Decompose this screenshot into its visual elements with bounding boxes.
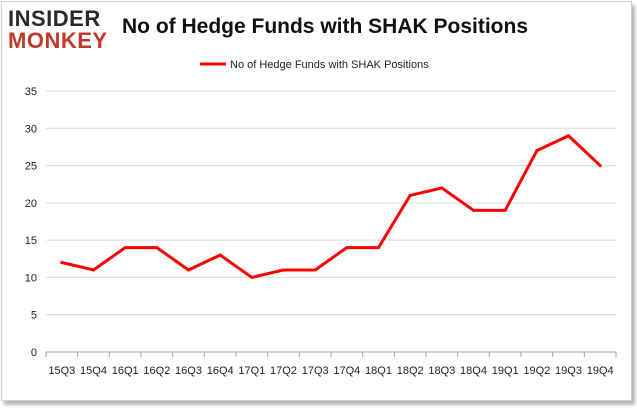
y-tick-label: 0 <box>31 347 37 359</box>
data-point <box>377 246 380 250</box>
y-tick-label: 20 <box>25 198 37 210</box>
data-point <box>345 246 349 250</box>
x-tick-label: 18Q3 <box>428 365 455 377</box>
data-point <box>313 268 317 272</box>
x-tick-label: 15Q4 <box>80 365 107 377</box>
y-tick-label: 35 <box>25 86 37 98</box>
data-point <box>282 268 285 272</box>
data-point <box>60 261 64 265</box>
data-point <box>598 164 602 168</box>
logo-word-monkey: MONKEY <box>8 28 108 53</box>
x-tick-label: 18Q1 <box>365 365 392 377</box>
data-point <box>472 208 475 212</box>
x-tick-label: 16Q1 <box>112 365 139 377</box>
x-tick-label: 16Q4 <box>207 365 234 377</box>
legend-label: No of Hedge Funds with SHAK Positions <box>230 59 429 71</box>
x-tick-label: 19Q4 <box>587 365 614 377</box>
x-tick-label: 17Q4 <box>333 365 360 377</box>
data-point <box>92 268 95 272</box>
x-tick-label: 18Q4 <box>460 365 487 377</box>
x-tick-label: 19Q2 <box>523 365 550 377</box>
y-tick-label: 5 <box>31 310 37 322</box>
y-tick-label: 10 <box>25 272 37 284</box>
x-tick-label: 19Q1 <box>492 365 519 377</box>
insider-monkey-logo: INSIDER MONKEY <box>6 6 114 54</box>
data-point <box>503 208 507 212</box>
data-point <box>440 186 444 190</box>
data-point <box>408 193 412 197</box>
logo-word-insider: INSIDER <box>8 6 101 31</box>
data-point <box>155 246 159 250</box>
x-tick-label: 17Q2 <box>270 365 297 377</box>
data-point <box>250 275 254 279</box>
x-tick-label: 18Q2 <box>397 365 424 377</box>
x-tick-label: 17Q3 <box>302 365 329 377</box>
x-tick-label: 19Q3 <box>555 365 582 377</box>
x-tick-label: 16Q3 <box>175 365 202 377</box>
x-tick-label: 16Q2 <box>143 365 170 377</box>
y-tick-label: 15 <box>25 235 37 247</box>
data-point <box>123 246 127 250</box>
data-point <box>535 149 539 153</box>
series-line <box>60 134 602 279</box>
chart-frame <box>1 1 632 401</box>
chart-title: No of Hedge Funds with SHAK Positions <box>122 15 528 38</box>
x-tick-label: 15Q3 <box>48 365 75 377</box>
x-tick-label: 17Q1 <box>238 365 265 377</box>
data-point <box>218 253 222 257</box>
y-tick-label: 30 <box>25 123 37 135</box>
y-tick-label: 25 <box>25 161 37 173</box>
data-point <box>567 134 570 138</box>
data-point <box>187 268 190 272</box>
